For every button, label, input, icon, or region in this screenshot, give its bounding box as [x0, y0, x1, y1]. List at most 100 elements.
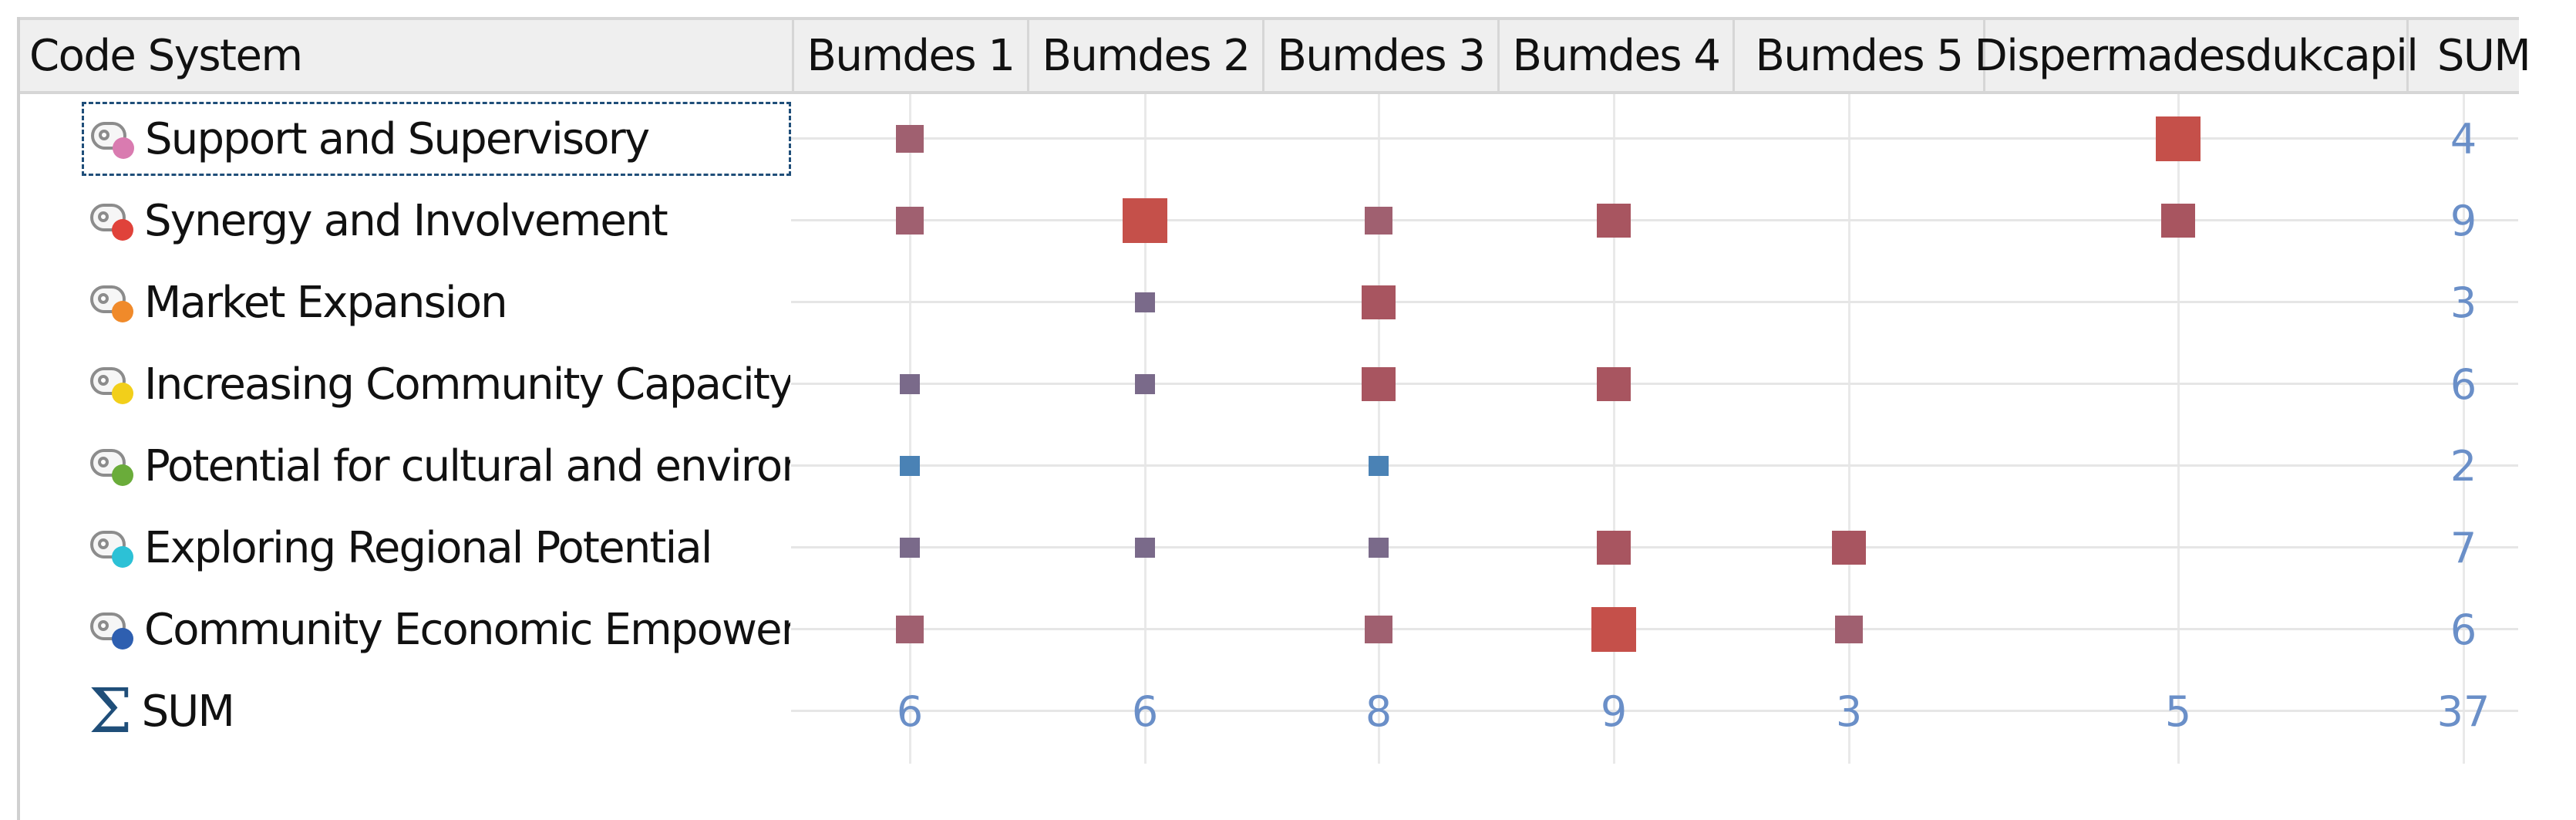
grid-column-line	[2463, 94, 2465, 764]
grid-row-line	[791, 710, 2518, 712]
code-label: Exploring Regional Potential	[144, 522, 712, 573]
grid-row-line	[791, 464, 2518, 467]
code-tag-icon	[89, 605, 138, 654]
frequency-square[interactable]	[900, 456, 920, 476]
frequency-square[interactable]	[2161, 204, 2195, 238]
grid-column-line	[2177, 94, 2180, 764]
header-col-bumdes-4[interactable]: Bumdes 4	[1512, 30, 1721, 81]
code-label-cell[interactable]: Increasing Community Capacity to beco	[81, 346, 790, 423]
code-label-cell[interactable]: Market Expansion	[81, 264, 790, 341]
grid-row-line	[791, 219, 2518, 221]
frequency-square[interactable]	[896, 207, 924, 235]
column-sum: 6	[896, 687, 924, 736]
column-sum: 3	[1835, 687, 1863, 736]
row-sum: 7	[2450, 523, 2477, 572]
grid-row-line	[791, 546, 2518, 548]
frequency-square[interactable]	[1135, 538, 1155, 558]
frequency-square[interactable]	[1365, 616, 1392, 643]
code-tag-icon	[89, 196, 138, 245]
header-separator	[2406, 20, 2409, 91]
frequency-square[interactable]	[1597, 367, 1631, 401]
code-row[interactable]: Community Economic Empowerment 6	[0, 591, 2576, 668]
frequency-square[interactable]	[896, 125, 924, 153]
code-label-cell[interactable]: Exploring Regional Potential	[81, 509, 790, 586]
code-label: Potential for cultural and environmental	[144, 440, 790, 491]
grid-column-line	[1378, 94, 1380, 764]
row-sum: 4	[2450, 114, 2477, 164]
frequency-square[interactable]	[900, 374, 920, 394]
code-row[interactable]: Potential for cultural and environmental…	[0, 427, 2576, 504]
code-label-cell[interactable]: Potential for cultural and environmental	[81, 427, 790, 504]
frequency-square[interactable]	[1135, 292, 1155, 312]
grid-row-line	[791, 628, 2518, 630]
header-code-system[interactable]: Code System	[29, 30, 303, 81]
frequency-square[interactable]	[1362, 285, 1396, 319]
sum-label-cell: Σ SUM	[89, 673, 235, 750]
header-separator	[792, 20, 794, 91]
grid-row-line	[791, 137, 2518, 140]
frequency-square[interactable]	[1835, 616, 1863, 643]
frequency-square[interactable]	[900, 538, 920, 558]
code-tag-icon	[89, 441, 138, 491]
code-label: Support and Supervisory	[145, 113, 650, 164]
frequency-square[interactable]	[1597, 531, 1631, 565]
code-tag-icon	[89, 359, 138, 409]
header-col-sum[interactable]: SUM	[2436, 30, 2531, 81]
sum-label: SUM	[141, 686, 235, 737]
code-label: Synergy and Involvement	[144, 195, 668, 246]
code-row[interactable]: Synergy and Involvement 9	[0, 182, 2576, 259]
grid-column-line	[909, 94, 911, 764]
code-row[interactable]: Exploring Regional Potential 7	[0, 509, 2576, 586]
header-col-bumdes-2[interactable]: Bumdes 2	[1042, 30, 1251, 81]
grid-column-line	[1613, 94, 1615, 764]
column-sum: 8	[1365, 687, 1392, 736]
frequency-square[interactable]	[1123, 198, 1167, 243]
sum-row: Σ SUM 6 6 8 9 3 5 37	[0, 673, 2576, 750]
left-border	[17, 17, 20, 820]
header-col-dispermadesdukcapil[interactable]: Dispermadesdukcapil	[1974, 30, 2419, 81]
matrix-header: Code System Bumdes 1 Bumdes 2 Bumdes 3 B…	[20, 17, 2531, 94]
frequency-square[interactable]	[1832, 531, 1866, 565]
header-separator	[1262, 20, 1264, 91]
header-separator	[1027, 20, 1029, 91]
code-tag-icon	[89, 278, 138, 327]
row-sum: 3	[2450, 278, 2477, 327]
code-label-cell[interactable]: Support and Supervisory	[82, 102, 791, 176]
column-sum: 5	[2164, 687, 2192, 736]
header-col-bumdes-1[interactable]: Bumdes 1	[806, 30, 1015, 81]
code-label-cell[interactable]: Community Economic Empowerment	[81, 591, 790, 668]
sigma-icon: Σ	[89, 675, 133, 747]
grid-row-line	[791, 383, 2518, 385]
frequency-square[interactable]	[1369, 456, 1389, 476]
code-label: Increasing Community Capacity to beco	[144, 359, 790, 410]
frequency-square[interactable]	[896, 616, 924, 643]
header-col-bumdes-5[interactable]: Bumdes 5	[1755, 30, 1964, 81]
frequency-square[interactable]	[1369, 538, 1389, 558]
frequency-square[interactable]	[1362, 367, 1396, 401]
header-separator	[1983, 20, 1985, 91]
header-separator	[1497, 20, 1500, 91]
code-row[interactable]: Increasing Community Capacity to beco 6	[0, 346, 2576, 423]
code-row[interactable]: Market Expansion 3	[0, 264, 2576, 341]
column-sum: 9	[1600, 687, 1628, 736]
code-row[interactable]: Support and Supervisory 4	[0, 100, 2576, 177]
code-label: Market Expansion	[144, 277, 508, 328]
column-sum: 6	[1131, 687, 1159, 736]
frequency-square[interactable]	[2156, 116, 2201, 161]
frequency-square[interactable]	[1135, 374, 1155, 394]
frequency-square[interactable]	[1591, 607, 1636, 652]
frequency-square[interactable]	[1597, 204, 1631, 238]
header-col-bumdes-3[interactable]: Bumdes 3	[1277, 30, 1486, 81]
row-sum: 2	[2450, 441, 2477, 491]
row-sum: 6	[2450, 359, 2477, 409]
code-label-cell[interactable]: Synergy and Involvement	[81, 182, 790, 259]
grid-column-line	[1144, 94, 1147, 764]
code-tag-icon	[89, 523, 138, 572]
grid-column-line	[1848, 94, 1850, 764]
header-separator	[1732, 20, 1735, 91]
row-sum: 6	[2450, 605, 2477, 654]
frequency-square[interactable]	[1365, 207, 1392, 235]
code-tag-icon	[89, 114, 139, 164]
